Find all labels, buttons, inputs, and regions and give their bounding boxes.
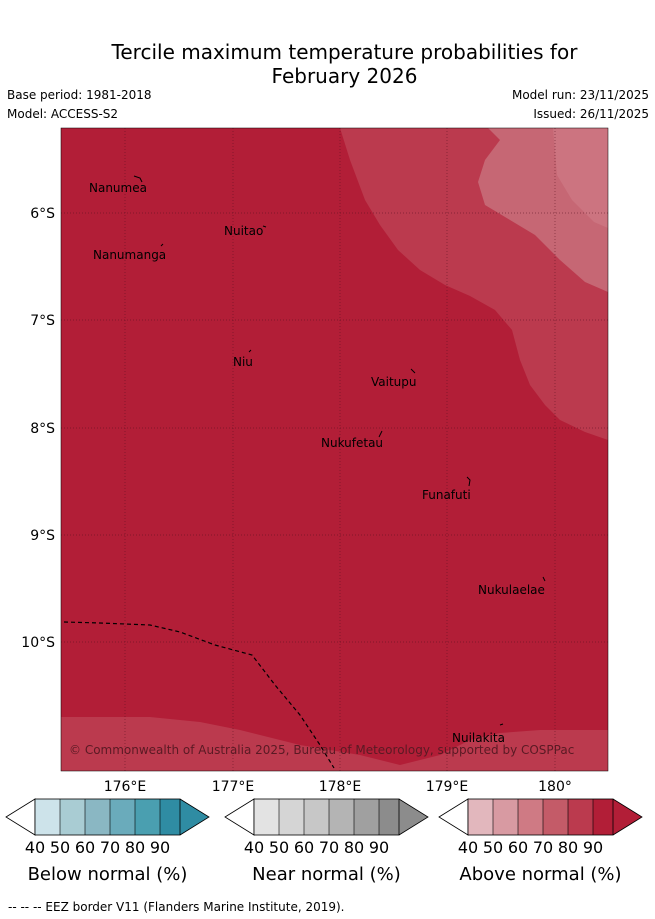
chart-title: Tercile maximum temperature probabilitie… (0, 40, 655, 88)
lon-label-178e: 178°E (319, 779, 362, 795)
place-label-nanumea: Nanumea (89, 181, 147, 195)
colorbar-below-segment-70 (110, 799, 135, 835)
title-line-1: Tercile maximum temperature probabilitie… (111, 40, 578, 64)
tick-70: 70 (532, 838, 554, 857)
colorbar-below-normal (5, 798, 210, 836)
issued-date: Issued: 26/11/2025 (533, 107, 649, 121)
map-frame (60, 127, 609, 772)
colorbar-above-normal (438, 798, 643, 836)
colorbar-below-max-arrow (180, 799, 209, 835)
tick-40: 40 (24, 838, 46, 857)
graticule (61, 128, 608, 771)
tick-90: 90 (368, 838, 390, 857)
lat-label-10s: 10°S (21, 635, 55, 651)
island-vaitupu (410, 368, 416, 374)
lon-label-176e: 176°E (104, 779, 147, 795)
island-nukufetau (378, 430, 383, 438)
base-period: Base period: 1981-2018 (7, 88, 152, 102)
title-line-2: February 2026 (271, 64, 418, 88)
colorbar-above-frame (467, 798, 614, 836)
tick-50: 50 (482, 838, 504, 857)
eez-border (63, 621, 335, 769)
colorbar-below-segment-40 (35, 799, 60, 835)
colorbar-near-segment-40 (254, 799, 279, 835)
colorbar-near-segment-90 (379, 799, 399, 835)
place-label-vaitupu: Vaitupu (371, 375, 417, 389)
colorbar-near-min-arrow (224, 798, 255, 836)
colorbar-above-label: Above normal (%) (459, 864, 622, 885)
colorbar-near-segment-60 (304, 799, 329, 835)
island-funafuti (466, 476, 471, 487)
lat-label-8s: 8°S (30, 421, 55, 437)
lat-label-6s: 6°S (30, 206, 55, 222)
island-nukulaelae (542, 576, 546, 582)
lon-label-177e: 177°E (212, 779, 255, 795)
colorbar-near-segment-50 (279, 799, 304, 835)
island-niu (248, 349, 252, 353)
place-label-nuitao: Nuitao (224, 224, 263, 238)
lat-label-9s: 9°S (30, 528, 55, 544)
place-label-nukulaelae: Nukulaelae (478, 583, 545, 597)
colorbar-near-max-arrow (399, 799, 428, 835)
colorbar-below-segment-90 (160, 799, 180, 835)
probability-band-south (61, 717, 608, 771)
colorbar-above-segment-70 (543, 799, 568, 835)
colorbar-above-min-arrow (438, 798, 469, 836)
colorbar-near-label: Near normal (%) (252, 864, 401, 885)
place-label-nukufetau: Nukufetau (321, 436, 383, 450)
colorbar-above-segment-90 (593, 799, 613, 835)
map-area: Nanumea Nuitao Nanumanga Niu Vaitupu Nuk… (61, 128, 608, 771)
place-label-niu: Niu (233, 355, 253, 369)
probability-band-80 (553, 128, 608, 228)
place-label-nuilakita: Nuilakita (452, 731, 505, 745)
colorbar-above-segment-80 (568, 799, 593, 835)
tick-80: 80 (343, 838, 365, 857)
eez-border-note: -- -- -- EEZ border V11 (Flanders Marine… (8, 900, 345, 914)
colorbar-below-frame (34, 798, 181, 836)
colorbar-below-min-arrow (5, 798, 36, 836)
colorbar-near-frame (253, 798, 400, 836)
island-nanumanga (160, 243, 164, 247)
lat-label-7s: 7°S (30, 313, 55, 329)
tick-50: 50 (49, 838, 71, 857)
tick-70: 70 (99, 838, 121, 857)
tick-50: 50 (268, 838, 290, 857)
tick-80: 80 (124, 838, 146, 857)
place-label-funafuti: Funafuti (422, 488, 471, 502)
colorbar-near-segment-70 (329, 799, 354, 835)
model-name: Model: ACCESS-S2 (7, 107, 119, 121)
colorbar-near-normal (224, 798, 429, 836)
island-nuilakita (499, 723, 504, 726)
copyright-notice: © Commonwealth of Australia 2025, Bureau… (69, 743, 574, 757)
colorbar-above-segment-40 (468, 799, 493, 835)
tick-60: 60 (74, 838, 96, 857)
island-nanumea (133, 175, 143, 183)
colorbar-near-segment-80 (354, 799, 379, 835)
tick-60: 60 (507, 838, 529, 857)
tick-40: 40 (457, 838, 479, 857)
colorbar-above-segment-60 (518, 799, 543, 835)
colorbar-below-segment-50 (60, 799, 85, 835)
tick-40: 40 (243, 838, 265, 857)
colorbar-below-segment-60 (85, 799, 110, 835)
island-nuitao (262, 225, 267, 228)
place-label-nanumanga: Nanumanga (93, 248, 166, 262)
model-run: Model run: 23/11/2025 (511, 88, 649, 102)
colorbar-below-segment-80 (135, 799, 160, 835)
colorbar-below-label: Below normal (%) (27, 864, 188, 885)
islands (133, 175, 546, 726)
tick-70: 70 (318, 838, 340, 857)
colorbar-above-segment-50 (493, 799, 518, 835)
lon-label-180: 180° (538, 779, 572, 795)
tick-80: 80 (557, 838, 579, 857)
lon-label-179e: 179°E (426, 779, 469, 795)
tick-90: 90 (582, 838, 604, 857)
colorbar-above-max-arrow (613, 799, 642, 835)
tick-90: 90 (149, 838, 171, 857)
tick-60: 60 (293, 838, 315, 857)
